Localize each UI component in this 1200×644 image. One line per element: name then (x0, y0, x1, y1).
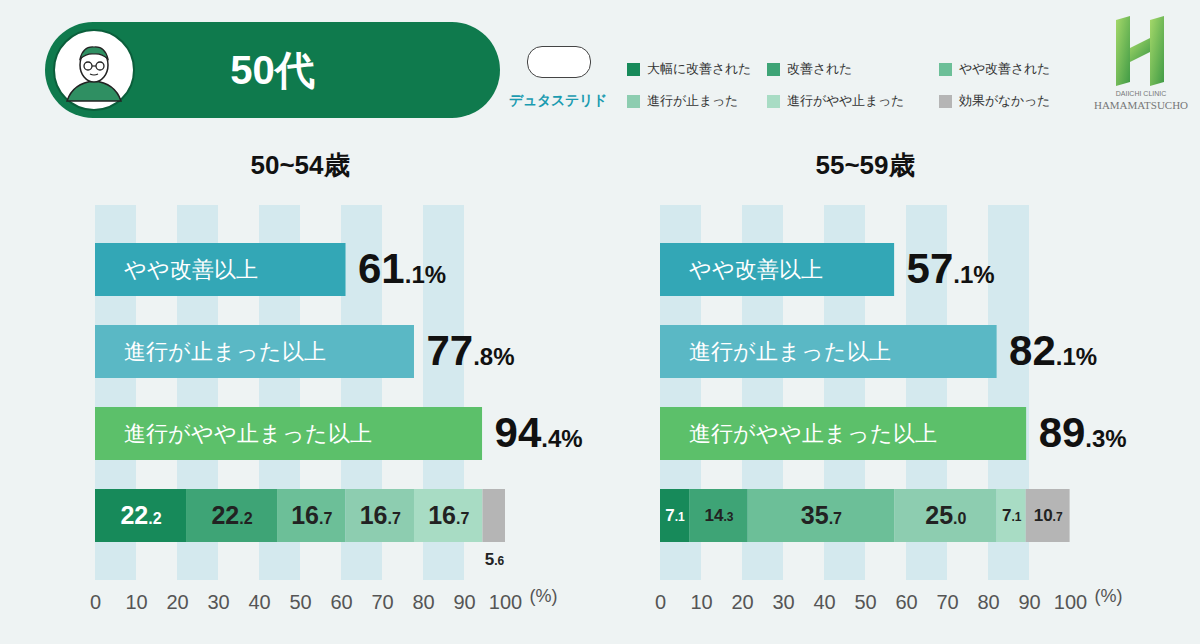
svg-text:DAIICHI CLINIC: DAIICHI CLINIC (1116, 90, 1167, 97)
svg-text:16.7: 16.7 (428, 501, 469, 529)
svg-text:10: 10 (690, 591, 712, 613)
svg-text:77.8%: 77.8% (426, 327, 514, 374)
svg-text:25.0: 25.0 (925, 501, 966, 529)
svg-text:7.1: 7.1 (665, 506, 685, 525)
svg-text:やや改善以上: やや改善以上 (124, 257, 258, 282)
svg-text:100: 100 (489, 591, 522, 613)
svg-text:80: 80 (412, 591, 434, 613)
svg-text:50: 50 (854, 591, 876, 613)
svg-text:40: 40 (248, 591, 270, 613)
svg-text:(%): (%) (530, 586, 558, 606)
html-text:進行が止まった: 進行が止まった (647, 93, 738, 108)
svg-text:22.2: 22.2 (120, 501, 161, 529)
svg-text:進行がやや止まった以上: 進行がやや止まった以上 (689, 421, 937, 446)
svg-text:20: 20 (731, 591, 753, 613)
html-text:やや改善された: やや改善された (959, 61, 1050, 76)
html-text:50代: 50代 (230, 48, 315, 92)
html-text:55~59歳: 55~59歳 (815, 150, 915, 180)
svg-text:40: 40 (813, 591, 835, 613)
svg-text:60: 60 (895, 591, 917, 613)
svg-text:0: 0 (655, 591, 666, 613)
svg-text:進行がやや止まった以上: 進行がやや止まった以上 (124, 421, 372, 446)
svg-text:16.7: 16.7 (360, 501, 401, 529)
svg-text:82.1%: 82.1% (1009, 327, 1097, 374)
svg-text:20: 20 (166, 591, 188, 613)
svg-text:30: 30 (772, 591, 794, 613)
svg-text:50: 50 (289, 591, 311, 613)
svg-text:100: 100 (1054, 591, 1087, 613)
html-text:改善された: 改善された (787, 61, 852, 76)
svg-text:やや改善以上: やや改善以上 (689, 257, 823, 282)
svg-text:30: 30 (207, 591, 229, 613)
html-text:効果がなかった: 効果がなかった (959, 93, 1050, 108)
svg-text:90: 90 (1018, 591, 1040, 613)
html-text:50~54歳: 50~54歳 (250, 150, 350, 180)
html-text:デュタステリド: デュタステリド (509, 92, 607, 108)
svg-text:90: 90 (453, 591, 475, 613)
svg-text:7.1: 7.1 (1002, 506, 1022, 525)
svg-text:57.1%: 57.1% (907, 245, 995, 292)
svg-text:70: 70 (936, 591, 958, 613)
svg-text:5.6: 5.6 (485, 550, 505, 569)
svg-text:61.1%: 61.1% (358, 245, 446, 292)
svg-text:89.3%: 89.3% (1039, 409, 1127, 456)
svg-text:0: 0 (90, 591, 101, 613)
svg-text:進行が止まった以上: 進行が止まった以上 (124, 339, 326, 364)
html-text:進行がやや止まった: 進行がやや止まった (787, 93, 904, 108)
svg-text:70: 70 (371, 591, 393, 613)
svg-text:16.7: 16.7 (291, 501, 332, 529)
svg-text:94.4%: 94.4% (495, 409, 583, 456)
svg-text:60: 60 (330, 591, 352, 613)
svg-text:10.7: 10.7 (1034, 506, 1063, 525)
svg-text:80: 80 (977, 591, 999, 613)
html-text:大幅に改善された: 大幅に改善された (647, 61, 751, 76)
svg-text:HAMAMATSUCHO: HAMAMATSUCHO (1094, 99, 1188, 111)
svg-text:14.3: 14.3 (704, 506, 733, 525)
svg-text:(%): (%) (1095, 586, 1123, 606)
svg-text:22.2: 22.2 (211, 501, 252, 529)
svg-text:進行が止まった以上: 進行が止まった以上 (689, 339, 891, 364)
svg-text:10: 10 (125, 591, 147, 613)
svg-text:35.7: 35.7 (801, 501, 842, 529)
